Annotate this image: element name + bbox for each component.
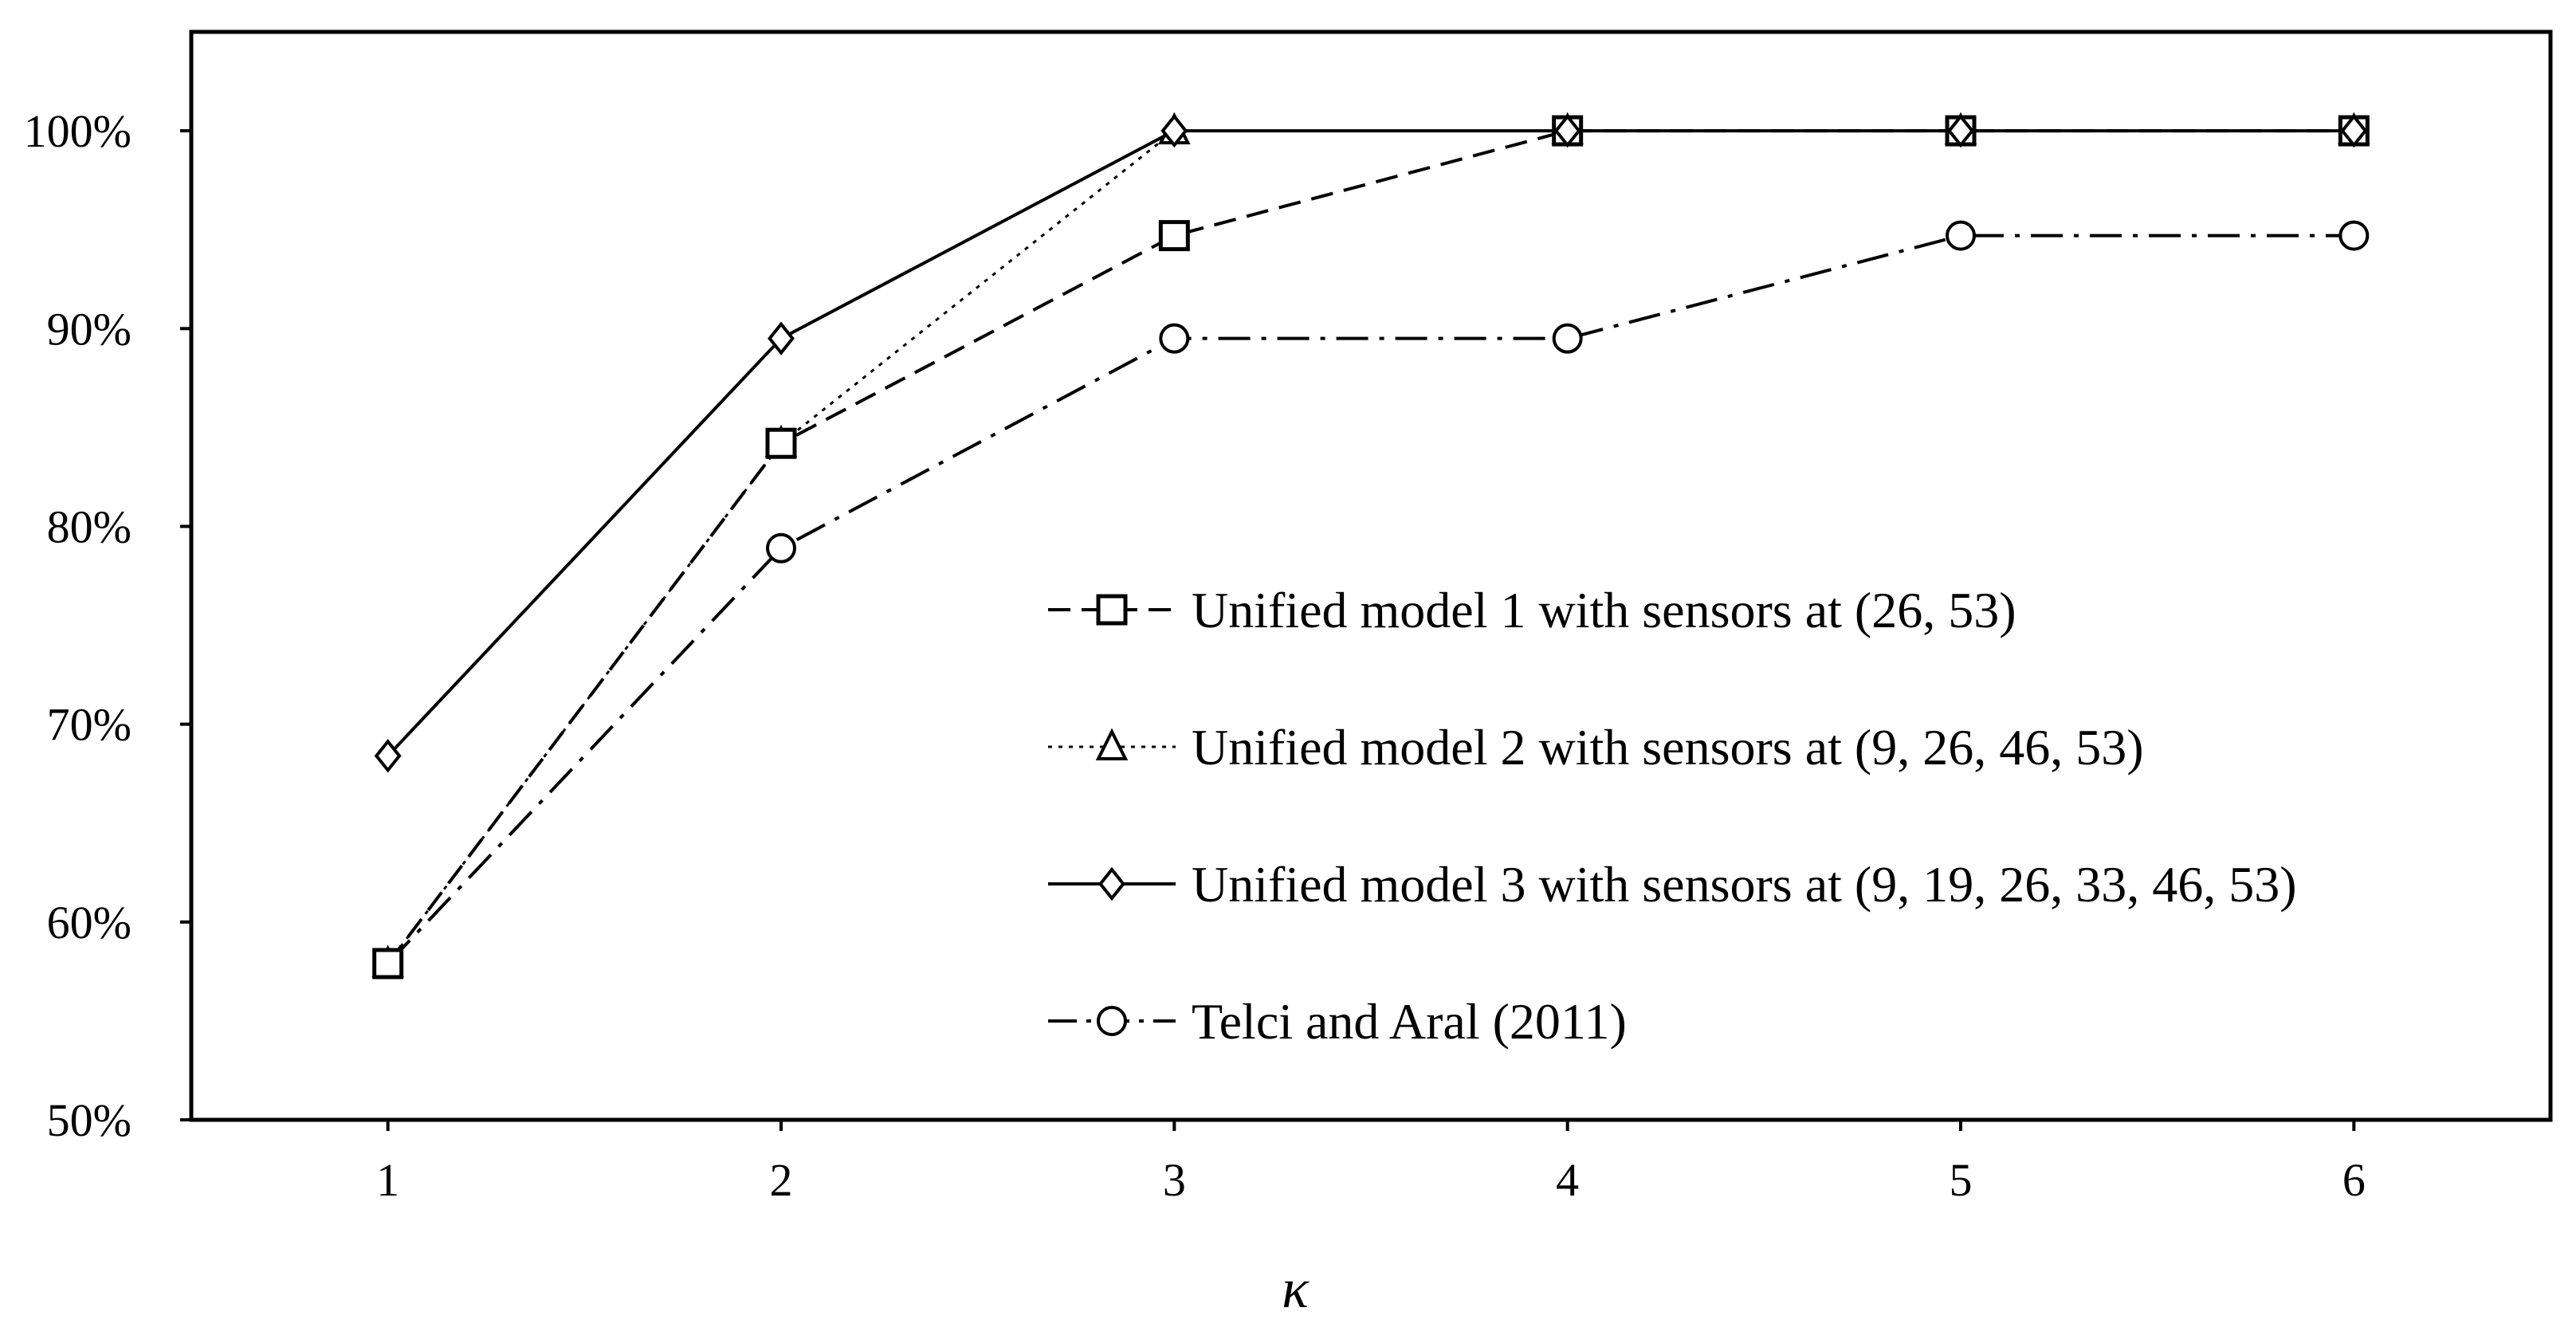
series-2 — [371, 112, 2370, 977]
series-1 — [372, 115, 2370, 980]
plot-area-frame — [189, 29, 2553, 1122]
series-3-point — [1947, 113, 1974, 148]
series-4-point — [1946, 220, 1976, 251]
series-2-line — [387, 129, 2354, 964]
x-tick-label: 2 — [770, 1154, 793, 1206]
legend-marker — [1097, 1006, 1127, 1036]
series-4-point — [1552, 323, 1583, 354]
y-tick-label: 70% — [47, 699, 132, 751]
series-3-point — [1160, 113, 1188, 148]
y-tick-label: 90% — [47, 303, 132, 355]
series-layer — [371, 112, 2370, 980]
y-tick-label: 80% — [47, 501, 132, 552]
legend-item-2: Unified model 2 with sensors at (9, 26, … — [1048, 719, 2144, 776]
series-4-line — [387, 234, 2354, 965]
legend-item-4: Telci and Aral (2011) — [1048, 993, 1627, 1050]
y-axis-ticks: 50% 60% 70% 80% 90% 100% — [24, 105, 191, 1146]
series-3-point — [768, 321, 795, 355]
x-tick-label: 6 — [2342, 1154, 2366, 1206]
y-tick-label: 100% — [24, 105, 132, 157]
legend-marker — [1095, 728, 1129, 760]
series-4-point — [766, 532, 796, 563]
x-tick-label: 1 — [376, 1154, 399, 1206]
x-axis-ticks: 1 2 3 4 5 6 — [376, 1120, 2366, 1206]
series-1-point — [372, 948, 404, 980]
legend-label: Unified model 3 with sensors at (9, 19, … — [1192, 856, 2297, 913]
series-1-line — [387, 129, 2354, 965]
x-tick-label: 4 — [1556, 1154, 1579, 1206]
series-1-point — [1158, 220, 1190, 252]
x-tick-label: 3 — [1163, 1154, 1186, 1206]
legend-label: Unified model 2 with sensors at (9, 26, … — [1192, 719, 2144, 776]
legend-item-3: Unified model 3 with sensors at (9, 19, … — [1048, 856, 2297, 913]
legend: Unified model 1 with sensors at (26, 53)… — [1048, 582, 2297, 1050]
series-3-point — [374, 739, 402, 773]
legend-item-1: Unified model 1 with sensors at (26, 53) — [1048, 582, 2016, 638]
x-tick-label: 5 — [1950, 1154, 1973, 1206]
series-1-point — [765, 427, 797, 459]
series-3-point — [2340, 113, 2368, 148]
series-3-line — [387, 129, 2354, 757]
series-3 — [374, 113, 2368, 773]
legend-label: Unified model 1 with sensors at (26, 53) — [1192, 582, 2016, 638]
series-3-point — [1553, 113, 1581, 148]
y-tick-label: 50% — [47, 1094, 132, 1146]
legend-label: Telci and Aral (2011) — [1192, 993, 1627, 1050]
legend-marker — [1096, 594, 1128, 626]
series-4-point — [2338, 220, 2370, 251]
series-4-point — [1159, 323, 1190, 354]
legend-marker — [1098, 866, 1125, 901]
x-axis-title: κ — [1282, 1259, 1310, 1320]
y-tick-label: 60% — [47, 897, 132, 948]
